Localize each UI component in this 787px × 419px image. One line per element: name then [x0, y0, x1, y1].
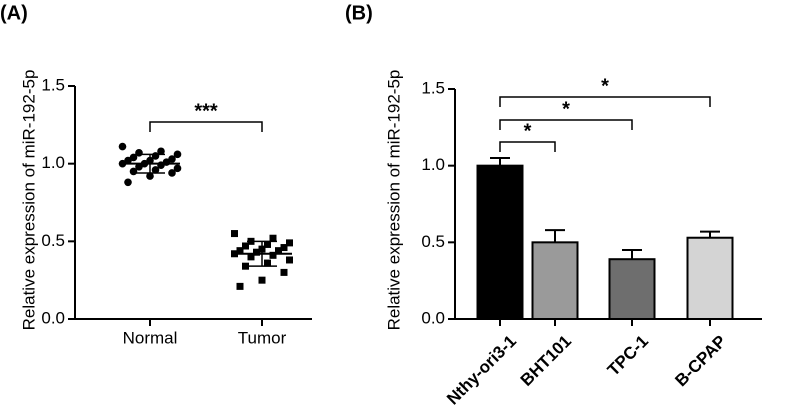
point — [124, 178, 132, 187]
x-tick-label: BHT101 — [517, 332, 575, 390]
point — [173, 164, 182, 173]
point — [242, 242, 249, 250]
x-tick-label: B-CPAP — [671, 332, 730, 391]
x-tick-label: Nthy-ori3-1 — [443, 332, 520, 409]
point — [231, 230, 238, 238]
panel-label: (B) — [345, 2, 373, 24]
point — [286, 239, 293, 247]
point — [135, 162, 143, 171]
point — [242, 262, 249, 270]
point — [151, 166, 160, 174]
point — [129, 167, 138, 176]
point — [280, 268, 288, 276]
y-tick-label: 0.5 — [41, 231, 65, 250]
x-tick-label: TPC-1 — [604, 332, 652, 380]
y-tick-label: 0.0 — [41, 308, 65, 327]
y-axis-label: Relative expression of miR-192-5p — [19, 70, 38, 331]
significance-bracket — [499, 141, 556, 152]
y-tick-label: 0.0 — [421, 308, 445, 327]
point — [146, 172, 154, 180]
bar — [531, 241, 579, 320]
panel-label: (A) — [0, 2, 28, 24]
point — [269, 234, 277, 242]
point — [269, 251, 277, 259]
significance-label: * — [562, 98, 570, 120]
y-axis-label: Relative expression of miR-192-5p — [384, 70, 403, 331]
point — [253, 248, 260, 256]
bar — [476, 164, 524, 320]
point — [258, 276, 266, 284]
significance-label: * — [601, 75, 609, 97]
y-tick-label: 1.5 — [41, 75, 65, 94]
significance-bracket — [149, 121, 263, 132]
point — [236, 282, 244, 290]
x-tick-label: Tumor — [238, 328, 287, 347]
y-tick-label: 0.5 — [421, 232, 445, 251]
point — [264, 259, 271, 267]
point — [118, 142, 127, 151]
point — [264, 240, 271, 248]
point — [173, 150, 182, 159]
y-tick-label: 1.0 — [41, 153, 65, 172]
point — [168, 169, 176, 177]
point — [286, 256, 293, 264]
point — [236, 247, 244, 255]
point — [280, 244, 288, 252]
significance-label: * — [524, 120, 532, 142]
x-tick-label: Normal — [123, 328, 178, 347]
significance-bracket — [499, 96, 711, 107]
significance-label: *** — [194, 100, 218, 122]
significance-bracket — [499, 119, 633, 130]
point — [275, 247, 282, 255]
point — [247, 253, 255, 261]
bar — [686, 236, 734, 321]
bar — [608, 258, 656, 321]
y-tick-label: 1.0 — [421, 155, 445, 174]
point — [157, 147, 165, 156]
y-tick-label: 1.5 — [421, 78, 445, 97]
